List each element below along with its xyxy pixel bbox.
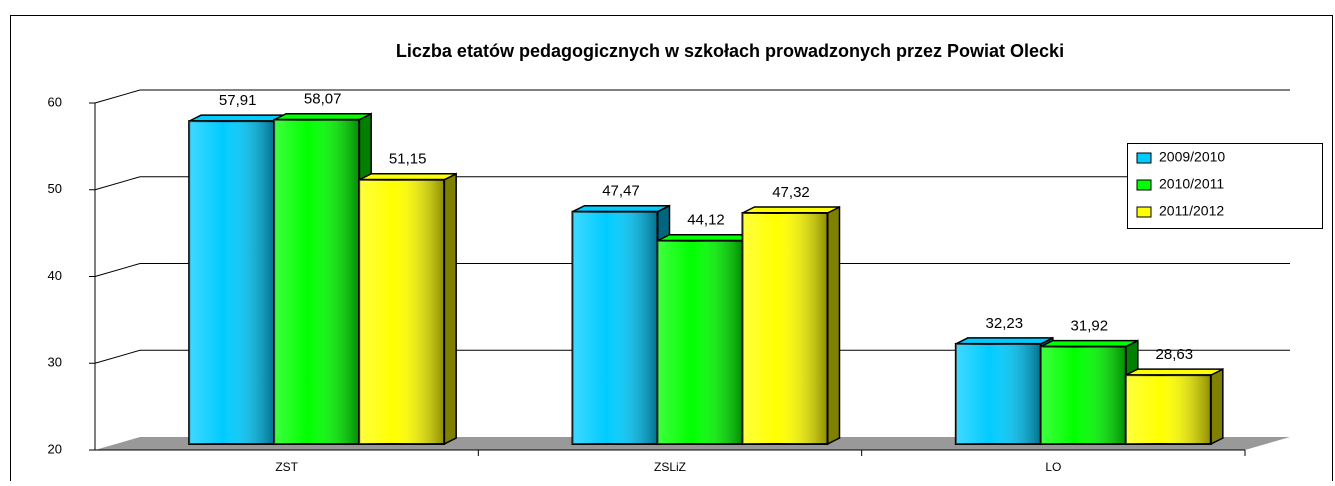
legend-label: 2010/2011	[1159, 176, 1224, 192]
legend-label: 2009/2010	[1159, 149, 1225, 165]
y-tick-label: 30	[48, 355, 62, 370]
data-label: 28,63	[1156, 346, 1194, 363]
data-label: 32,23	[986, 315, 1024, 332]
grid-line	[94, 176, 141, 191]
plot: 20 30 40 50 60 ZST 57,91 58,07 51,15 ZSLiZ 47,47 44…	[48, 89, 1323, 474]
legend-swatch	[1136, 179, 1152, 191]
x-tick-label: ZST	[275, 460, 298, 474]
bar-side-shade	[1210, 369, 1223, 444]
data-label: 57,91	[219, 92, 257, 109]
bar-shade	[1125, 375, 1211, 444]
data-label: 47,47	[602, 183, 640, 200]
bar-shade	[274, 119, 360, 445]
y-tick-label: 50	[48, 181, 62, 196]
y-tick-label: 60	[48, 94, 62, 109]
bar-shade	[657, 240, 743, 444]
data-label: 31,92	[1071, 318, 1109, 335]
x-tick-label: LO	[1045, 460, 1061, 474]
bar-shade	[742, 212, 828, 444]
y-tick-label: 20	[48, 441, 62, 456]
data-label: 51,15	[389, 151, 427, 168]
grid-line	[94, 349, 141, 364]
bar-side-shade	[827, 206, 840, 444]
grid-line	[94, 263, 141, 277]
legend-box	[1127, 143, 1323, 229]
bar-side-shade	[444, 173, 457, 444]
x-tick-label: ZSLiZ	[654, 460, 686, 474]
legend-swatch	[1136, 152, 1152, 164]
data-label: 44,12	[687, 212, 725, 229]
y-tick-label: 40	[48, 268, 62, 283]
legend-label: 2011/2012	[1159, 203, 1224, 219]
bar-shade	[572, 211, 658, 444]
bar-shade	[1040, 346, 1126, 444]
data-label: 58,07	[304, 91, 342, 108]
legend-swatch	[1136, 206, 1152, 218]
bar-shade	[359, 179, 445, 444]
chart-title: Liczba etatów pedagogicznych w szkołach …	[396, 41, 1064, 61]
data-label: 47,32	[772, 184, 810, 201]
bar-shade	[189, 121, 275, 445]
bar-shade	[955, 343, 1041, 444]
grid-line	[94, 89, 141, 104]
